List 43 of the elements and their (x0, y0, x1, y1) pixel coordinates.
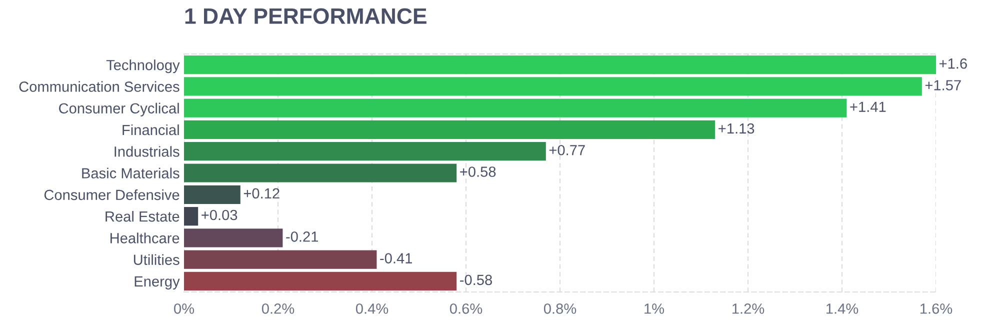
data-label: -0.58 (460, 274, 492, 286)
data-label: +0.12 (244, 188, 280, 199)
y-tick-label: Energy (134, 276, 180, 290)
data-label: -0.21 (286, 231, 318, 242)
y-tick-label: Financial (122, 124, 179, 136)
x-tick-label: 1.4% (826, 304, 858, 314)
x-tick-label: 1.6% (920, 303, 952, 314)
x-tick-label: 0% (174, 303, 194, 314)
y-tick-label: Consumer Cyclical (59, 102, 179, 116)
y-tick-label: Communication Services (19, 81, 180, 92)
data-label: +1.13 (718, 123, 754, 134)
y-tick-label: Real Estate (106, 210, 180, 222)
y-tick-label: Consumer Defensive (44, 189, 180, 200)
bar (184, 98, 847, 118)
bar (184, 120, 716, 140)
data-label: +1.57 (925, 80, 961, 90)
y-tick-label: Healthcare (110, 232, 180, 244)
bar (184, 206, 198, 226)
y-tick-label: Basic Materials (82, 168, 180, 178)
y-tick-label: Technology (106, 60, 180, 74)
x-tick-label: 0.6% (450, 303, 482, 314)
data-label: +0.03 (202, 210, 238, 220)
data-label: +0.77 (549, 144, 585, 156)
data-label: +1.6 (939, 58, 967, 69)
y-tick-label: Industrials (114, 146, 180, 157)
bar (184, 250, 377, 269)
bar (184, 77, 922, 96)
chart-title: 1 DAY PERFORMANCE (185, 8, 426, 24)
y-tick-label: Utilities (134, 254, 180, 265)
bar (184, 164, 457, 182)
data-label: +0.58 (460, 166, 496, 177)
x-tick-label: 0.2% (262, 303, 294, 314)
data-label: -0.41 (380, 253, 412, 264)
x-tick-label: 0.4% (356, 303, 388, 314)
bar (184, 142, 546, 161)
x-tick-label: 1.2% (732, 303, 764, 314)
x-tick-label: 1% (644, 304, 664, 314)
bar (184, 185, 240, 204)
bar (184, 272, 457, 290)
data-label: +1.41 (850, 102, 886, 112)
bar (184, 56, 936, 74)
x-tick-label: 0.8% (544, 303, 576, 314)
bar (184, 228, 283, 248)
